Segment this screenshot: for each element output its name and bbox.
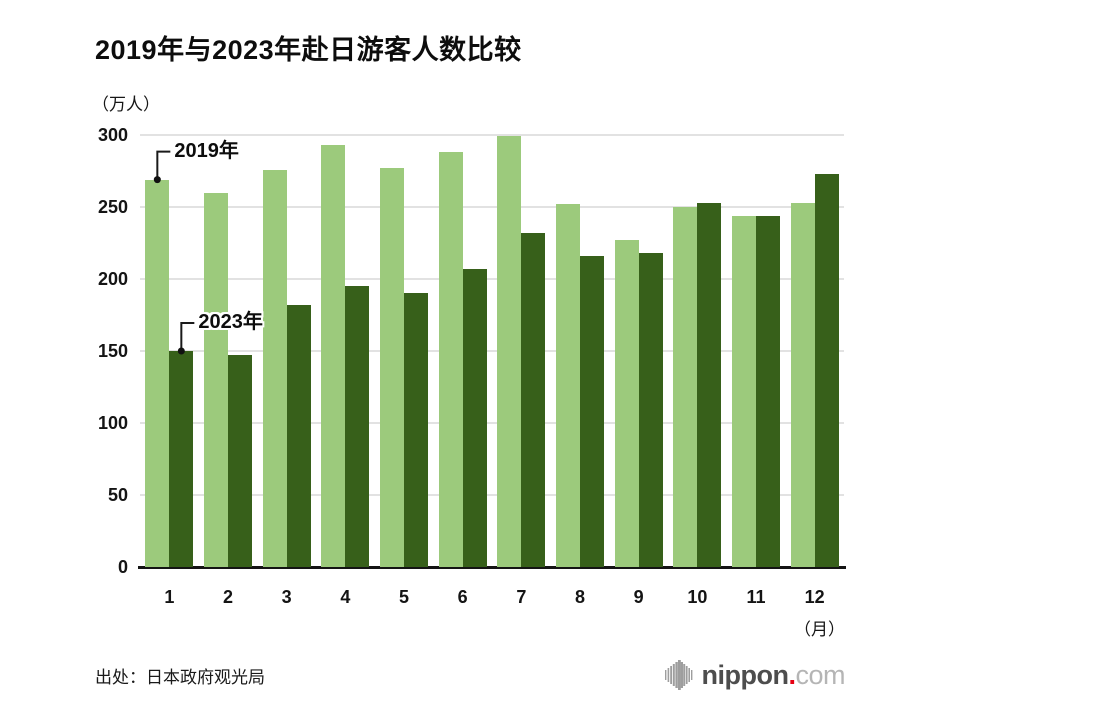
bar-2023年-month-9 [638,253,663,567]
annotation-label-1: 2023年 [198,311,263,333]
nippon-logo: nippon.com [663,658,846,692]
bar-2019年-month-5 [380,168,404,567]
x-axis-line [138,566,846,569]
bar-2023年-month-6 [462,268,487,567]
logo-text-light: com [795,660,845,690]
gridline [140,134,844,136]
bar-2023年-month-8 [580,255,604,567]
x-tick-label: 11 [746,587,766,607]
nippon-logo-text: nippon.com [702,660,846,690]
x-tick-label: 1 [164,587,175,607]
x-tick-label: 7 [516,587,527,607]
y-tick-label: 100 [97,413,128,433]
x-tick-label: 4 [340,587,351,607]
x-tick-label: 8 [574,587,585,607]
bar-2023年-month-5 [404,293,428,567]
x-tick-label: 10 [687,587,708,607]
bar-2023年-month-10 [697,202,722,567]
gridline [140,422,844,424]
gridline [140,350,844,352]
bar-2019年-month-7 [497,136,522,567]
logo-text-bold: nippon [701,660,789,690]
bar-2019年-month-8 [556,204,580,567]
bar-2019年-month-3 [262,169,287,567]
gridline [140,494,844,496]
bar-2019年-month-11 [732,215,756,567]
y-tick-label: 250 [97,197,128,217]
x-tick-label: 3 [281,587,292,607]
y-axis-unit-label: （万人） [92,95,160,114]
x-axis-unit-label: （月） [794,620,845,639]
x-tick-label: 9 [633,587,644,607]
bar-2023年-month-2 [228,355,252,567]
bar-2019年-month-2 [204,192,228,567]
plot-area [138,134,846,569]
bar-2019年-month-1 [145,179,170,567]
bar-2019年-month-10 [673,207,698,567]
logo-text-dot: . [788,660,796,690]
source-note: 出处：日本政府观光局 [95,667,265,687]
y-tick-label: 50 [107,485,128,505]
y-tick-label: 300 [97,125,128,145]
y-tick-label: 200 [97,269,128,289]
y-tick-label: 150 [97,341,128,361]
y-tick-label: 0 [117,557,128,577]
bar-2019年-month-6 [438,152,463,567]
x-tick-label: 5 [398,587,409,607]
bar-2019年-month-12 [790,202,815,567]
x-tick-label: 2 [222,587,233,607]
gridline [140,278,844,280]
bar-2023年-month-4 [345,286,370,567]
chart-title: 2019年与2023年赴日游客人数比较 [95,35,522,65]
x-tick-label: 12 [804,587,825,607]
nippon-logo-soundwave-icon [664,660,692,690]
bar-2019年-month-4 [321,145,346,567]
bar-2023年-month-3 [286,304,311,567]
bar-2023年-month-12 [814,173,839,567]
gridline [140,206,844,208]
bar-2019年-month-9 [614,240,639,567]
x-tick-label: 6 [457,587,468,607]
footer: 出处：日本政府观光局 nippon.com [95,650,845,700]
bar-2023年-month-1 [169,351,194,567]
bar-2023年-month-7 [521,232,546,567]
bar-2023年-month-11 [756,215,780,567]
annotation-label-0: 2019年 [174,139,239,162]
